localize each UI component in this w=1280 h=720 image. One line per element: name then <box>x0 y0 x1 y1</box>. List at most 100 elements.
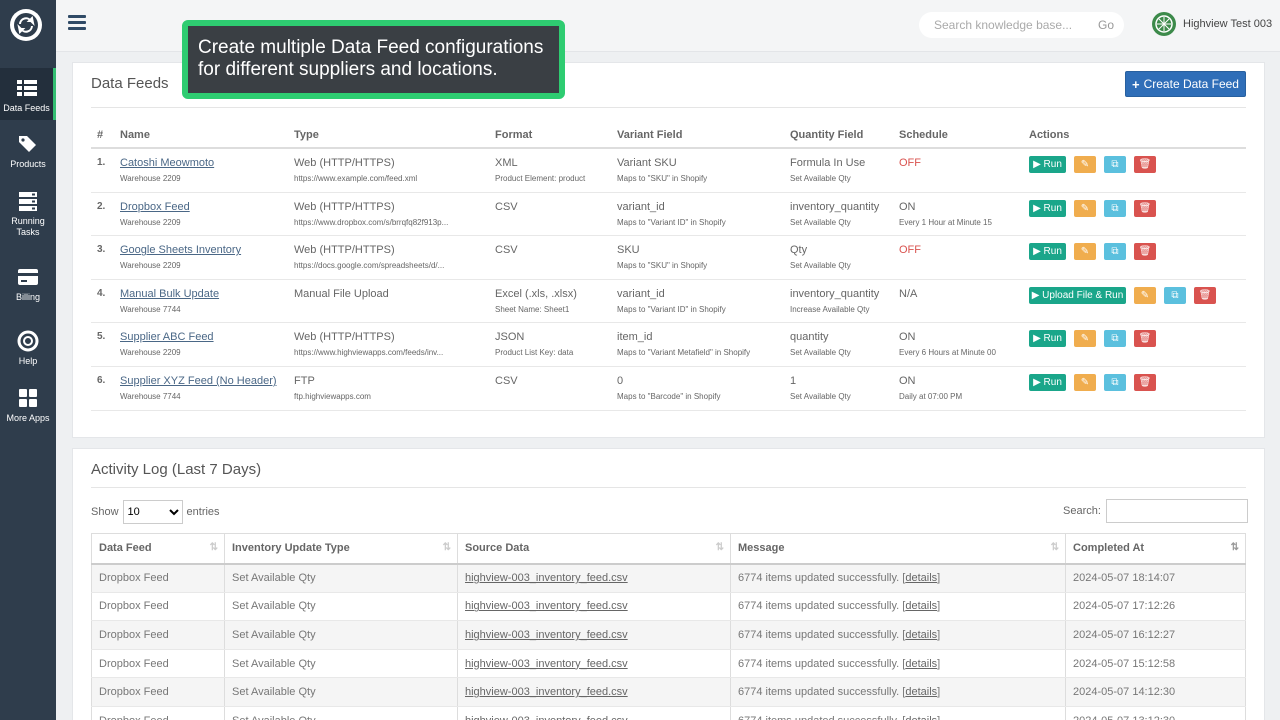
details-link[interactable]: details <box>905 715 937 720</box>
edit-button[interactable]: ✎ <box>1074 156 1096 173</box>
source-file-link[interactable]: highview-003_inventory_feed.csv <box>465 715 628 720</box>
row-number: 6. <box>97 374 106 386</box>
credit-card-icon <box>18 269 38 285</box>
data-feed-cell: Dropbox Feed <box>91 649 225 679</box>
delete-button[interactable]: 🗑 <box>1194 286 1216 304</box>
sidebar-item-billing[interactable]: Billing <box>0 266 56 303</box>
details-link[interactable]: details <box>905 628 938 641</box>
warehouse-label: Warehouse 2209 <box>120 217 181 227</box>
edit-button[interactable]: ✎ <box>1074 243 1096 261</box>
column-header-source-data[interactable]: Source Data ⇅ <box>457 533 731 565</box>
source-file-link[interactable]: highview-003_inventory_feed.csv <box>465 572 628 585</box>
feed-name-link[interactable]: Dropbox Feed <box>120 200 190 213</box>
log-search-input[interactable] <box>1105 499 1248 523</box>
copy-button[interactable]: ⧉ <box>1164 286 1186 304</box>
search-go-button[interactable]: Go <box>1097 18 1114 32</box>
sidebar-item-running-tasks[interactable]: Running Tasks <box>0 190 56 238</box>
sort-icon: ⇅ <box>442 542 451 553</box>
warehouse-label: Warehouse 2209 <box>120 348 181 358</box>
run-button[interactable]: ▶ Run <box>1029 156 1066 173</box>
copy-button[interactable]: ⧉ <box>1104 373 1126 391</box>
schedule-status: ON <box>899 374 916 387</box>
sidebar-item-data-feeds[interactable]: Data Feeds <box>0 68 56 120</box>
plus-icon: + <box>1132 76 1140 92</box>
menu-icon[interactable] <box>68 15 86 31</box>
sidebar: Data Feeds Products Running Tasks Billin… <box>0 0 56 720</box>
edit-button[interactable]: ✎ <box>1074 330 1096 348</box>
search-input[interactable]: Search knowledge base... <box>934 18 1073 32</box>
edit-button[interactable]: ✎ <box>1074 373 1096 391</box>
user-menu[interactable]: Highview Test 003 <box>1152 12 1272 36</box>
copy-icon: ⧉ <box>1111 159 1119 170</box>
source-file-link[interactable]: highview-003_inventory_feed.csv <box>465 628 628 641</box>
app-logo-icon[interactable] <box>10 9 42 41</box>
column-header: Name <box>120 129 150 141</box>
feed-type-detail: https://www.highviewapps.com/feeds/inv..… <box>294 348 444 358</box>
run-label: Run <box>1043 202 1062 214</box>
show-label: Show <box>91 506 119 518</box>
sidebar-item-more-apps[interactable]: More Apps <box>0 387 56 424</box>
feed-type-detail: https://docs.google.com/spreadsheets/d/.… <box>294 261 445 271</box>
variant-field: SKU <box>617 244 640 257</box>
delete-button[interactable]: 🗑 <box>1134 373 1156 391</box>
run-button[interactable]: ▶ Run <box>1029 243 1066 261</box>
column-header-update-type[interactable]: Inventory Update Type ⇅ <box>224 533 458 565</box>
update-type-cell: Set Available Qty <box>224 620 458 650</box>
edit-button[interactable]: ✎ <box>1074 199 1096 217</box>
run-button[interactable]: ▶ Run <box>1029 330 1066 348</box>
log-search: Search: <box>1063 499 1248 523</box>
delete-button[interactable]: 🗑 <box>1134 330 1156 348</box>
upload-and-run-button[interactable]: ▶ Upload File & Run <box>1029 286 1126 304</box>
quantity-field-detail: Set Available Qty <box>790 348 851 358</box>
copy-button[interactable]: ⧉ <box>1104 156 1126 173</box>
source-file-link[interactable]: highview-003_inventory_feed.csv <box>465 686 628 699</box>
column-header-message[interactable]: Message ⇅ <box>730 533 1066 565</box>
delete-button[interactable]: 🗑 <box>1134 156 1156 173</box>
feed-format: Excel (.xls, .xlsx) <box>495 287 577 300</box>
knowledge-base-search[interactable]: Search knowledge base... Go <box>919 12 1124 38</box>
feed-name-link[interactable]: Catoshi Meowmoto <box>120 157 215 169</box>
schedule-status: ON <box>899 200 916 213</box>
copy-button[interactable]: ⧉ <box>1104 199 1126 217</box>
details-link[interactable]: details <box>905 686 938 699</box>
feed-name-link[interactable]: Supplier XYZ Feed (No Header) <box>120 374 277 387</box>
sidebar-item-help[interactable]: Help <box>0 330 56 367</box>
message-text: 6774 items updated successfully. [ <box>738 572 906 585</box>
copy-button[interactable]: ⧉ <box>1104 243 1126 261</box>
variant-field: variant_id <box>617 200 665 213</box>
details-link[interactable]: details <box>905 572 938 585</box>
details-link[interactable]: details <box>905 657 938 670</box>
run-button[interactable]: ▶ Run <box>1029 199 1066 217</box>
page-size-control: Show 10 entries <box>91 500 220 524</box>
data-feed-cell: Dropbox Feed <box>91 592 225 622</box>
page-size-select[interactable]: 10 <box>122 500 183 524</box>
run-button[interactable]: ▶ Run <box>1029 373 1066 391</box>
quantity-field-detail: Set Available Qty <box>790 261 851 271</box>
update-type-cell: Set Available Qty <box>224 706 458 720</box>
server-icon <box>19 192 37 211</box>
schedule-detail: Every 1 Hour at Minute 15 <box>899 217 992 227</box>
delete-button[interactable]: 🗑 <box>1134 199 1156 217</box>
source-file-link[interactable]: highview-003_inventory_feed.csv <box>465 657 628 670</box>
feed-format-detail: Sheet Name: Sheet1 <box>495 304 570 314</box>
copy-button[interactable]: ⧉ <box>1104 330 1126 348</box>
feed-name-link[interactable]: Google Sheets Inventory <box>120 244 242 257</box>
run-label: Upload File & Run <box>1042 289 1124 301</box>
feed-name-link[interactable]: Manual Bulk Update <box>120 287 220 300</box>
edit-button[interactable]: ✎ <box>1134 286 1156 304</box>
column-header-completed-at[interactable]: Completed At ⇅ <box>1065 533 1246 565</box>
row-actions: ▶ Run ✎ ⧉ 🗑 <box>1029 199 1156 217</box>
data-feed-cell: Dropbox Feed <box>91 706 225 720</box>
source-file-link[interactable]: highview-003_inventory_feed.csv <box>465 600 628 613</box>
row-actions: ▶ Run ✎ ⧉ 🗑 <box>1029 156 1156 173</box>
delete-button[interactable]: 🗑 <box>1134 243 1156 261</box>
data-feeds-table: # Name Type Format Variant Field Quantit… <box>91 121 1246 411</box>
message-cell: 6774 items updated successfully. [detail… <box>730 592 1066 622</box>
feed-name-link[interactable]: Supplier ABC Feed <box>120 331 214 344</box>
create-data-feed-button[interactable]: + Create Data Feed <box>1125 71 1246 97</box>
update-type-cell: Set Available Qty <box>224 592 458 622</box>
column-header-data-feed[interactable]: Data Feed ⇅ <box>91 533 225 565</box>
details-link[interactable]: details <box>905 600 938 613</box>
variant-field-detail: Maps to "Variant ID" in Shopify <box>617 217 726 227</box>
sidebar-item-products[interactable]: Products <box>0 133 56 170</box>
